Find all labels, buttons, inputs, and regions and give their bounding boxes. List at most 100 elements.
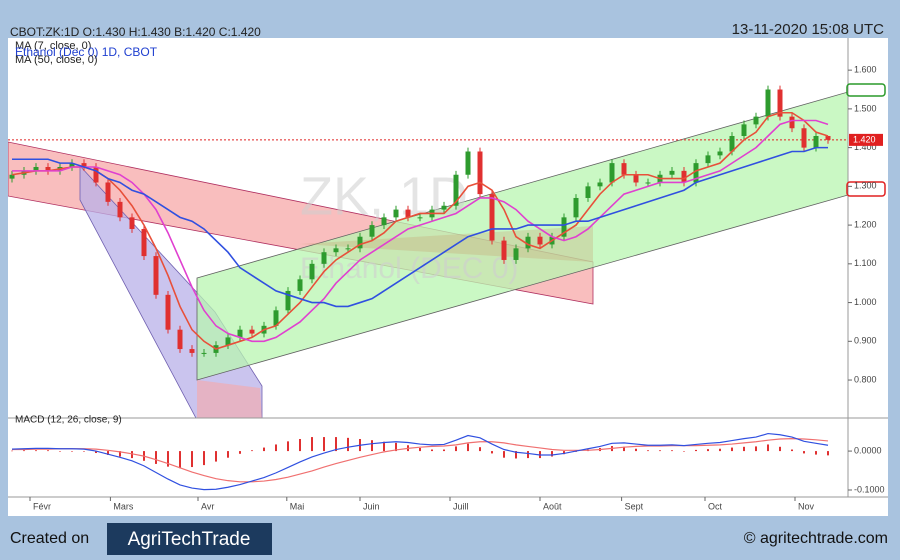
macd-hist: [779, 446, 781, 452]
macd-hist: [647, 450, 649, 452]
candle-body: [333, 248, 339, 253]
candle-body: [273, 310, 279, 326]
ma-line: [12, 146, 828, 308]
y-tick-label: 1.500: [854, 103, 877, 113]
candle-body: [669, 170, 675, 175]
macd-hist: [131, 451, 133, 459]
candle-body: [585, 186, 591, 198]
legend-entry: MA (50, close, 0): [15, 54, 98, 66]
macd-hist: [203, 451, 205, 466]
candle-body: [501, 240, 507, 260]
candle-body: [105, 182, 111, 202]
candle-body: [165, 294, 171, 330]
candle-body: [717, 151, 723, 156]
macd-hist: [299, 439, 301, 452]
level-box: [846, 83, 886, 97]
macd-hist: [683, 451, 685, 452]
x-tick-label: Mars: [113, 501, 133, 511]
macd-hist: [119, 451, 121, 457]
macd-hist: [731, 447, 733, 452]
logo[interactable]: AgriTechTrade: [128, 529, 251, 550]
ma-line: [11, 111, 829, 350]
macd-hist: [251, 450, 253, 452]
x-tick-label: Juin: [363, 501, 380, 511]
macd-hist: [815, 451, 817, 455]
macd-hist: [659, 450, 661, 452]
footer-site[interactable]: © agritechtrade.com: [744, 530, 888, 547]
candle-body: [633, 174, 639, 183]
macd-hist: [95, 451, 97, 454]
red-channel-2: [197, 380, 262, 418]
candle-body: [441, 205, 447, 210]
candle-body: [33, 166, 39, 171]
x-tick-label: Sept: [625, 501, 644, 511]
macd-hist: [443, 449, 445, 452]
x-tick-label: Févr: [33, 501, 51, 511]
macd-hist: [467, 443, 469, 452]
candle-body: [393, 209, 399, 218]
last-price-box: [849, 133, 883, 146]
macd-hist: [59, 451, 61, 452]
candle-body: [729, 136, 735, 152]
macd-hist: [515, 451, 517, 459]
macd-hist: [743, 446, 745, 452]
macd-hist: [239, 451, 241, 454]
timestamp: 13-11-2020 15:08 UTC: [732, 21, 884, 38]
macd-tick-label: -0.1000: [854, 484, 885, 494]
candle-body: [345, 248, 351, 250]
macd-hist: [179, 451, 181, 469]
macd-hist: [323, 437, 325, 452]
macd-hist: [803, 451, 805, 454]
candle-body: [189, 349, 195, 353]
candle-body: [765, 89, 771, 117]
candle-body: [681, 170, 687, 183]
macd-hist: [479, 447, 481, 452]
candle-body: [513, 248, 519, 260]
macd-hist: [707, 449, 709, 452]
candle-body: [321, 252, 327, 264]
candle-body: [813, 136, 819, 148]
candle-body: [225, 337, 231, 346]
macd-hist: [167, 451, 169, 467]
candle-body: [45, 166, 51, 171]
candle-body: [825, 136, 831, 140]
candle-body: [177, 329, 183, 350]
legend-entry: MA (7, close, 0): [15, 40, 91, 52]
y-tick-label: 1.100: [854, 258, 877, 268]
candle-body: [537, 236, 543, 245]
macd-hist: [215, 451, 217, 462]
y-tick-label: 1.400: [854, 142, 877, 152]
macd-hist: [275, 444, 277, 452]
macd-label: MACD (12, 26, close, 9): [15, 415, 122, 426]
candle-body: [801, 128, 807, 148]
macd-hist: [755, 446, 757, 452]
candle-body: [249, 329, 255, 334]
candle-body: [297, 279, 303, 291]
macd-hist: [671, 450, 673, 452]
macd-hist: [719, 448, 721, 452]
y-tick-label: 1.600: [854, 65, 877, 75]
macd-hist: [791, 449, 793, 452]
macd-line: [11, 432, 829, 491]
candle-body: [705, 155, 711, 164]
macd-hist: [383, 441, 385, 452]
macd-hist: [335, 437, 337, 452]
level-box: [846, 181, 886, 197]
candle-body: [69, 163, 75, 167]
macd-hist: [527, 451, 529, 459]
candle-body: [369, 225, 375, 237]
macd-tick-label: 0.0000: [854, 445, 882, 455]
macd-hist: [371, 440, 373, 452]
macd-hist: [107, 451, 109, 455]
macd-hist: [191, 451, 193, 468]
macd-hist: [71, 451, 73, 452]
y-tick-label: 0.800: [854, 374, 877, 384]
candle-body: [417, 217, 423, 219]
macd-hist: [551, 451, 553, 457]
y-tick-label: 0.900: [854, 336, 877, 346]
macd-hist: [47, 450, 49, 452]
macd-hist: [491, 451, 493, 454]
macd-hist: [35, 450, 37, 452]
candle-body: [597, 182, 603, 187]
